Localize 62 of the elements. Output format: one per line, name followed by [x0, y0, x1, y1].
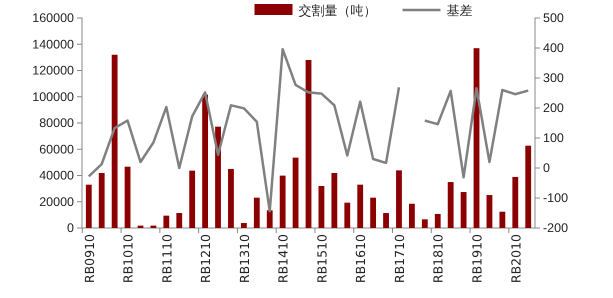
bar	[98, 173, 105, 228]
bar	[86, 184, 92, 228]
y2-tick-label: 300	[543, 71, 564, 85]
x-tick-label: RB1110	[159, 234, 174, 284]
bar	[460, 192, 466, 228]
bar	[254, 198, 260, 228]
x-tick-label: RB2010	[508, 234, 524, 284]
bar	[331, 173, 338, 228]
x-tick-label: RB1610	[353, 234, 368, 284]
bar	[176, 213, 182, 228]
bar	[422, 219, 428, 228]
y-tick-label: 0	[67, 221, 74, 235]
y2-tick-label: -100	[543, 191, 568, 205]
y2-tick-label: 500	[543, 11, 564, 25]
y2-tick-label: 400	[543, 41, 564, 55]
bar	[370, 198, 376, 228]
x-tick-label: RB1310	[236, 234, 252, 284]
y-tick-label: 20000	[39, 194, 74, 209]
bar	[240, 223, 247, 228]
y-tick-label: 120000	[32, 64, 74, 78]
y-tick-label: 140000	[32, 37, 74, 52]
bar	[228, 168, 234, 228]
y2-tick-label: -200	[543, 221, 568, 235]
bar	[357, 184, 364, 228]
bar	[474, 48, 480, 228]
y-tick-label: 80000	[39, 116, 74, 130]
bar	[344, 202, 350, 228]
bar	[124, 166, 130, 228]
x-tick-label: RB0910	[82, 234, 97, 284]
bar	[383, 213, 389, 228]
y2-tick-label: 200	[543, 101, 564, 115]
bar	[396, 170, 402, 228]
bar	[292, 158, 298, 228]
legend-label: 交割量（吨）	[298, 3, 376, 19]
x-tick-label: RB1710	[392, 234, 407, 284]
bar	[163, 216, 170, 228]
bar	[486, 195, 492, 228]
bar	[318, 186, 324, 228]
bar	[112, 54, 118, 228]
bar	[499, 212, 506, 228]
bar	[306, 60, 312, 228]
x-tick-label: RB1010	[120, 234, 136, 284]
legend-label: 基差	[446, 4, 472, 19]
y-tick-label: 40000	[39, 168, 74, 182]
x-tick-label: RB1410	[276, 234, 291, 284]
x-tick-label: RB1810	[430, 234, 446, 284]
bar	[202, 94, 208, 228]
bar	[512, 176, 518, 228]
y-tick-label: 60000	[39, 142, 74, 156]
bar	[189, 170, 196, 228]
x-tick-label: RB1910	[470, 234, 485, 284]
x-tick-label: RB1510	[314, 234, 330, 284]
bar	[434, 214, 441, 228]
y2-tick-label: 100	[543, 131, 564, 145]
y2-tick-label: 0	[543, 161, 550, 175]
y-tick-label: 160000	[32, 11, 74, 25]
x-tick-label: RB1210	[198, 234, 214, 284]
bar	[408, 204, 415, 228]
y-tick-label: 100000	[32, 90, 74, 104]
bar	[448, 182, 454, 228]
bar	[525, 146, 532, 228]
bar	[280, 176, 286, 228]
